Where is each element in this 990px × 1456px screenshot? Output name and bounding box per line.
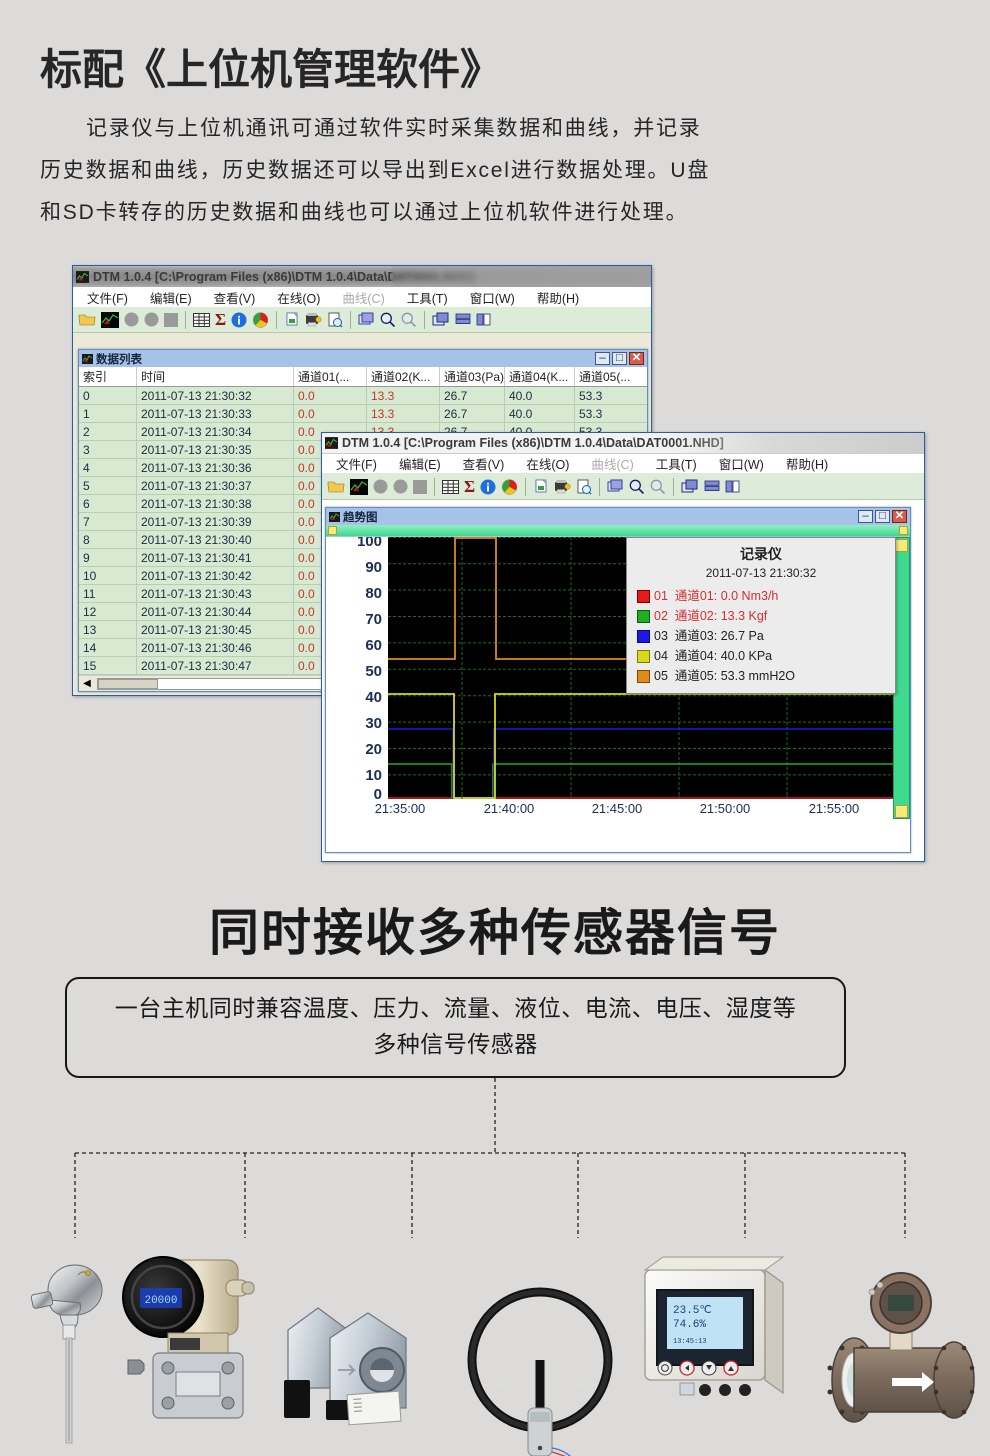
svg-text:20000: 20000 [144,1295,177,1307]
svg-text:80: 80 [365,585,382,602]
svg-text:21:35:00: 21:35:00 [375,801,426,816]
svg-text:90: 90 [365,559,382,576]
svg-text:0: 0 [374,786,382,799]
svg-text:13:45:13: 13:45:13 [673,1338,707,1346]
svg-text:70: 70 [365,611,382,628]
svg-text:23.5℃: 23.5℃ [673,1305,712,1317]
svg-text:21:45:00: 21:45:00 [592,801,643,816]
svg-text:100: 100 [357,537,382,550]
svg-text:21:50:00: 21:50:00 [700,801,751,816]
svg-text:50: 50 [365,663,382,680]
svg-text:40: 40 [365,689,382,706]
svg-text:10: 10 [365,767,382,784]
svg-text:21:55:00: 21:55:00 [809,801,860,816]
svg-text:60: 60 [365,637,382,654]
svg-text:20: 20 [365,741,382,758]
svg-text:74.6%: 74.6% [673,1319,706,1331]
svg-text:30: 30 [365,715,382,732]
svg-text:21:40:00: 21:40:00 [484,801,535,816]
